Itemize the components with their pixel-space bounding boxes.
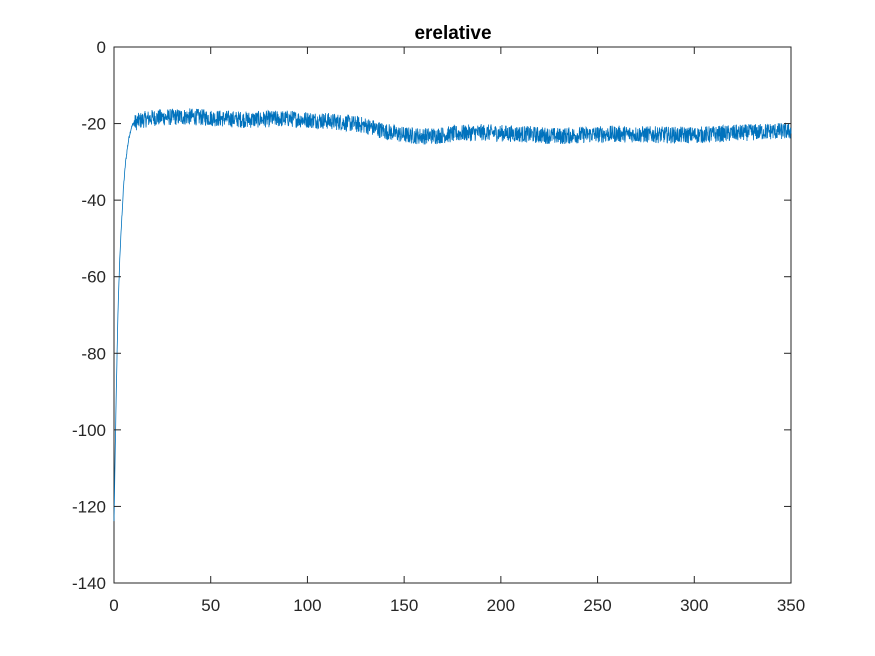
x-tick-label: 50 [201, 596, 220, 615]
y-tick-label: 0 [97, 38, 106, 57]
x-tick-label: 300 [680, 596, 708, 615]
x-tick-label: 250 [583, 596, 611, 615]
series-line [113, 108, 792, 522]
chart-title: erelative [414, 23, 491, 44]
x-tick-label: 200 [487, 596, 515, 615]
x-tick-label: 0 [109, 596, 118, 615]
x-tick-label: 150 [390, 596, 418, 615]
y-tick-label: -60 [81, 268, 106, 287]
y-tick-label: -20 [81, 115, 106, 134]
y-tick-label: -40 [81, 191, 106, 210]
x-tick-label: 100 [293, 596, 321, 615]
y-tick-label: -80 [81, 344, 106, 363]
y-tick-label: -140 [72, 574, 106, 593]
y-tick-label: -100 [72, 421, 106, 440]
y-tick-label: -120 [72, 497, 106, 516]
series-layer [113, 108, 792, 522]
x-tick-label: 350 [777, 596, 805, 615]
tick-layer: 0 50 100 150 200 250 300 350 0 -20 -40 -60 -80 -100 -1… [72, 38, 805, 615]
